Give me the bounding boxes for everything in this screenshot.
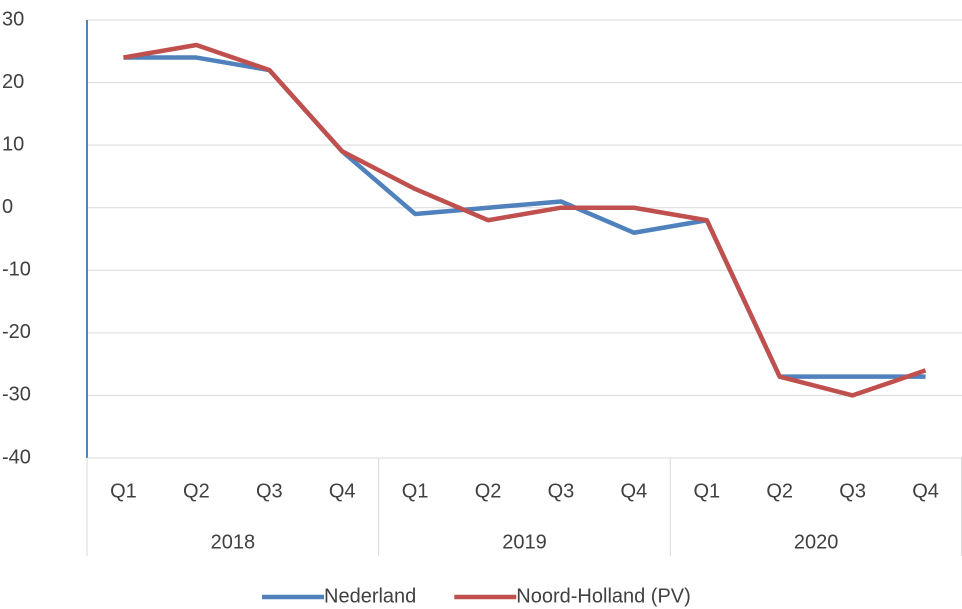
group-label: 2018 [211, 531, 256, 553]
y-tick-label: -30 [2, 384, 31, 406]
x-tick-label: Q2 [183, 480, 210, 502]
y-tick-label: -10 [2, 259, 31, 281]
series-line [123, 55, 926, 379]
x-tick-label: Q1 [693, 480, 720, 502]
x-tick-label: Q3 [839, 480, 866, 502]
legend-label: Nederland [324, 585, 416, 607]
group-label: 2019 [502, 531, 547, 553]
x-tick-label: Q4 [621, 480, 648, 502]
x-tick-label: Q4 [329, 480, 356, 502]
x-tick-label: Q3 [256, 480, 283, 502]
x-tick-label: Q4 [912, 480, 939, 502]
x-tick-label: Q1 [402, 480, 429, 502]
y-tick-label: -20 [2, 321, 31, 343]
y-tick-label: 30 [2, 8, 24, 30]
y-tick-label: 0 [2, 196, 13, 218]
legend-label: Noord-Holland (PV) [516, 585, 691, 607]
x-tick-label: Q3 [548, 480, 575, 502]
series-line [123, 42, 927, 398]
y-tick-label: 20 [2, 71, 24, 93]
y-tick-label: 10 [2, 133, 24, 155]
x-tick-label: Q1 [110, 480, 137, 502]
x-tick-label: Q2 [475, 480, 502, 502]
y-tick-label: -40 [2, 446, 31, 468]
group-label: 2020 [794, 531, 839, 553]
x-tick-label: Q2 [766, 480, 793, 502]
